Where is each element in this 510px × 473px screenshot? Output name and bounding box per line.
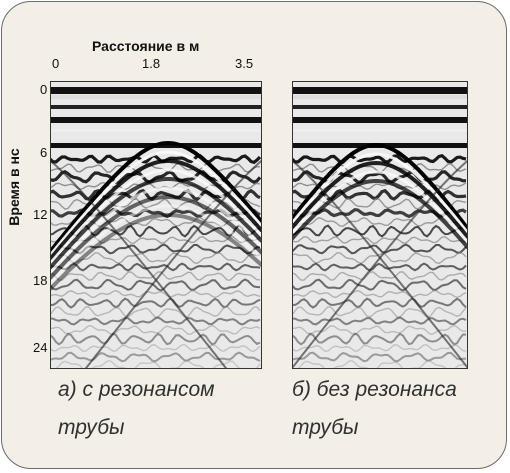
caption-a-line2: трубы bbox=[58, 416, 125, 439]
edge-diffraction bbox=[84, 159, 262, 369]
layer-reflection bbox=[292, 243, 467, 255]
layer-reflection bbox=[292, 316, 467, 326]
pipe-hyperbola bbox=[292, 142, 468, 231]
layer-reflection bbox=[50, 198, 261, 210]
layer-reflection bbox=[292, 224, 467, 238]
caption-b-line2: трубы bbox=[292, 416, 359, 439]
reflection-band bbox=[50, 105, 262, 109]
layer-reflection bbox=[292, 332, 467, 346]
layer-reflection bbox=[50, 359, 261, 369]
edge-diffraction bbox=[292, 159, 468, 369]
layer-reflection bbox=[292, 351, 467, 363]
y-tick-0: 0 bbox=[40, 82, 48, 97]
x-axis-title: Расстояние в м bbox=[92, 38, 200, 54]
reflection-band bbox=[292, 95, 468, 99]
layer-reflection bbox=[292, 359, 467, 369]
x-tick-1-8: 1.8 bbox=[142, 56, 161, 71]
pipe-hyperbola bbox=[50, 150, 262, 257]
reflection-band bbox=[50, 95, 262, 99]
layer-reflection bbox=[50, 271, 261, 281]
layer-reflection bbox=[292, 188, 467, 202]
layer-reflection bbox=[292, 278, 467, 292]
pipe-hyperbola bbox=[50, 204, 262, 285]
radargram-without-resonance bbox=[292, 81, 468, 369]
x-tick-0: 0 bbox=[52, 56, 60, 71]
pipe-hyperbola bbox=[292, 170, 468, 244]
pipe-hyperbola bbox=[50, 159, 262, 261]
radargram-with-resonance bbox=[50, 81, 262, 369]
layer-reflection bbox=[50, 351, 261, 363]
layer-reflection bbox=[292, 344, 467, 352]
reflection-band bbox=[292, 87, 468, 94]
layer-reflection bbox=[292, 262, 467, 272]
layer-reflection bbox=[292, 251, 467, 265]
pipe-hyperbola bbox=[50, 168, 262, 265]
y-tick-6: 6 bbox=[40, 145, 48, 160]
layer-reflection bbox=[292, 271, 467, 281]
layer-reflection bbox=[292, 289, 467, 299]
radargram-background bbox=[292, 81, 468, 369]
reflection-band bbox=[292, 117, 468, 123]
pipe-hyperbola bbox=[292, 179, 468, 250]
layer-reflection bbox=[50, 344, 261, 352]
edge-diffraction bbox=[50, 159, 228, 369]
layer-reflection bbox=[50, 332, 261, 346]
layer-reflection bbox=[50, 181, 261, 191]
layer-reflection bbox=[50, 153, 262, 165]
layer-reflection bbox=[50, 163, 261, 173]
pipe-hyperbola bbox=[50, 186, 262, 274]
layer-reflection bbox=[292, 236, 467, 244]
pipe-hyperbola bbox=[50, 213, 262, 291]
panel-frame bbox=[292, 81, 468, 369]
reflection-band bbox=[50, 87, 262, 94]
layer-reflection bbox=[292, 306, 467, 318]
layer-reflection bbox=[50, 316, 261, 326]
layer-reflection bbox=[50, 278, 261, 292]
y-tick-12: 12 bbox=[33, 207, 48, 222]
panel-frame bbox=[50, 81, 262, 369]
layer-reflection bbox=[50, 306, 261, 318]
pipe-hyperbola bbox=[50, 195, 262, 280]
pipe-hyperbola bbox=[292, 160, 468, 239]
caption-a-line1: а) с резонансом bbox=[58, 378, 215, 401]
layer-reflection bbox=[292, 297, 467, 309]
x-tick-3-5: 3.5 bbox=[235, 56, 254, 71]
y-tick-24: 24 bbox=[33, 340, 48, 355]
layer-reflection bbox=[292, 216, 467, 228]
caption-b-line1: б) без резонанса bbox=[292, 378, 457, 401]
y-tick-18: 18 bbox=[33, 273, 48, 288]
reflection-band bbox=[50, 117, 262, 123]
layer-reflection bbox=[292, 153, 467, 164]
reflection-band bbox=[50, 129, 262, 132]
y-axis-title: Время в нс bbox=[6, 148, 22, 226]
pipe-hyperbola bbox=[50, 140, 262, 254]
layer-reflection bbox=[50, 324, 261, 336]
layer-reflection bbox=[50, 289, 261, 299]
layer-reflection bbox=[50, 262, 261, 272]
layer-reflection bbox=[50, 251, 261, 265]
reflection-band bbox=[292, 105, 468, 109]
reflection-band bbox=[292, 129, 468, 132]
pipe-hyperbola bbox=[50, 177, 262, 270]
